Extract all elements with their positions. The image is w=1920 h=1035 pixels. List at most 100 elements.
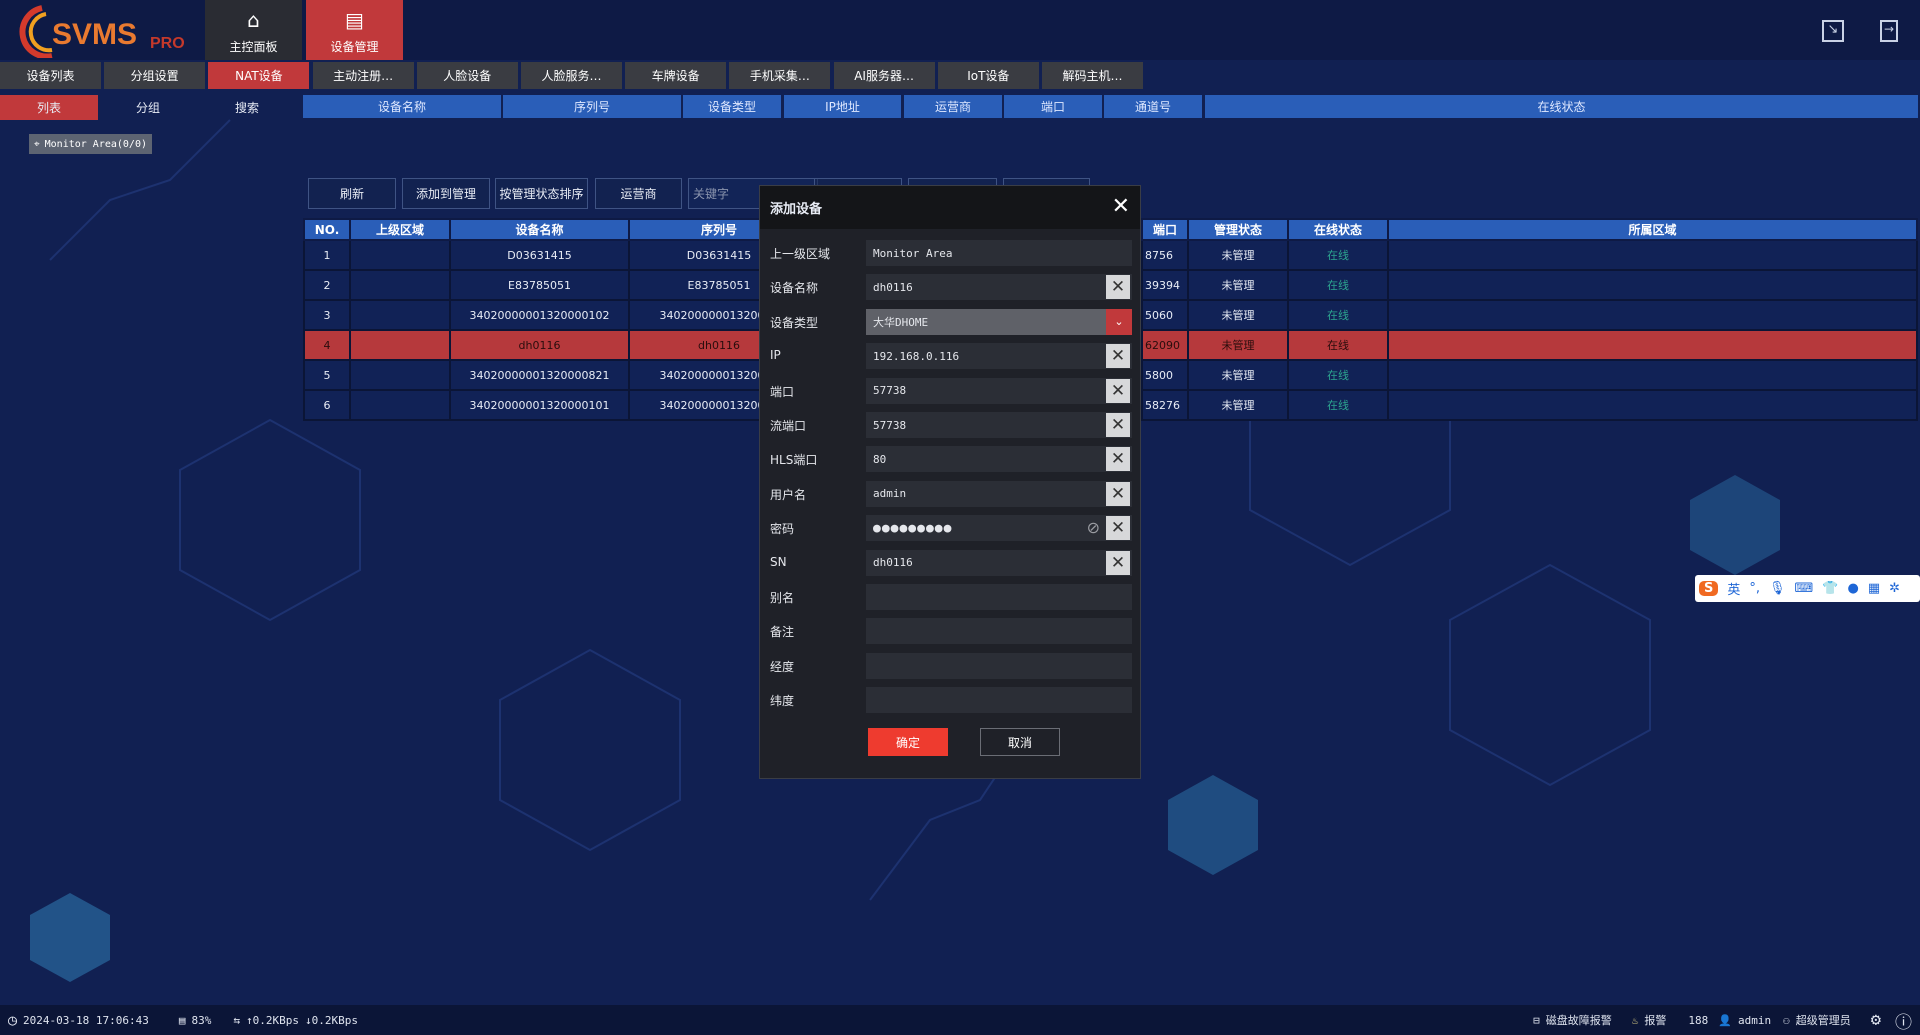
tree-item-monitor-area[interactable]: ⌖ Monitor Area(0/0): [29, 134, 152, 154]
carrier-button[interactable]: 运营商: [595, 178, 682, 209]
table-cell: [349, 389, 451, 421]
microphone-icon[interactable]: 🎙: [1769, 581, 1786, 596]
close-icon[interactable]: ✕: [1111, 194, 1130, 219]
device-type-select[interactable]: 大华DHOME: [866, 308, 1132, 335]
field-input[interactable]: 57738: [866, 412, 1132, 438]
field-input[interactable]: Monitor Area: [866, 240, 1132, 266]
filter-column-header[interactable]: 在线状态: [1205, 95, 1918, 118]
ime-toolbar[interactable]: S 英 °, 🎙 ⌨ 👕 ● ▦ ✲: [1695, 575, 1920, 602]
column-header[interactable]: 管理状态: [1187, 218, 1289, 241]
nav-tab[interactable]: AI服务器…: [833, 62, 935, 89]
refresh-button[interactable]: 刷新: [308, 178, 396, 209]
table-cell: 未管理: [1187, 239, 1289, 271]
nav-tab[interactable]: 手机采集…: [729, 62, 831, 89]
fullscreen-icon[interactable]: ↘: [1822, 20, 1844, 42]
nav-tab[interactable]: 设备列表: [0, 62, 101, 89]
logout-icon[interactable]: →: [1880, 20, 1898, 42]
svg-text:PRO: PRO: [150, 35, 185, 52]
home-icon: ⌂: [247, 8, 260, 32]
clear-icon[interactable]: ✕: [1106, 378, 1130, 403]
filter-column-header[interactable]: 端口: [1004, 95, 1102, 118]
nav-tab[interactable]: 分组设置: [104, 62, 206, 89]
clear-icon[interactable]: ✕: [1106, 275, 1130, 300]
alarm-link[interactable]: 报警: [1644, 1014, 1667, 1027]
table-cell: 34020000001320000821: [449, 359, 630, 391]
clear-icon[interactable]: ✕: [1106, 344, 1130, 369]
cpu-icon: ▤: [178, 1013, 186, 1027]
field-input[interactable]: [866, 618, 1132, 645]
skin-icon[interactable]: 👕: [1822, 581, 1839, 596]
table-cell: 1: [303, 239, 351, 271]
nav-tab[interactable]: IoT设备: [937, 62, 1039, 89]
field-label: 经度: [770, 659, 795, 674]
form-row: 备注: [770, 618, 1132, 645]
clear-icon[interactable]: ✕: [1106, 413, 1130, 437]
filter-column-header[interactable]: 设备类型: [683, 95, 781, 118]
field-input[interactable]: 57738: [866, 377, 1132, 404]
clear-icon[interactable]: ✕: [1106, 550, 1130, 575]
field-input[interactable]: [866, 687, 1132, 714]
nav-tab[interactable]: 主动注册…: [312, 62, 414, 89]
filter-column-header[interactable]: 序列号: [503, 95, 681, 118]
settings-icon[interactable]: ✲: [1889, 581, 1901, 596]
table-cell: 未管理: [1187, 359, 1289, 391]
field-input[interactable]: dh0116: [866, 549, 1132, 576]
clear-icon[interactable]: ✕: [1106, 481, 1130, 506]
left-tab[interactable]: 分组: [135, 101, 160, 115]
field-input[interactable]: [866, 652, 1132, 679]
field-input[interactable]: 80: [866, 446, 1132, 473]
column-header[interactable]: 所属区域: [1387, 218, 1918, 241]
confirm-button[interactable]: 确定: [868, 728, 948, 756]
form-row: 别名: [770, 584, 1132, 610]
filter-column-header[interactable]: 运营商: [904, 95, 1002, 118]
info-icon[interactable]: ⓘ: [1895, 1012, 1912, 1033]
tab-device-management[interactable]: ▤ 设备管理: [306, 0, 403, 60]
left-tab[interactable]: 搜索: [234, 101, 259, 115]
nav-tab[interactable]: NAT设备: [208, 62, 310, 89]
tab-dashboard[interactable]: ⌂ 主控面板: [205, 0, 302, 60]
field-input[interactable]: [866, 584, 1132, 610]
filter-column-header[interactable]: IP地址: [784, 95, 901, 118]
column-header[interactable]: NO.: [303, 218, 351, 241]
cancel-button[interactable]: 取消: [980, 728, 1060, 756]
assistant-icon[interactable]: ●: [1847, 581, 1859, 596]
nav-tab[interactable]: 人脸设备: [416, 62, 518, 89]
field-label: 备注: [770, 625, 795, 640]
field-input[interactable]: dh0116: [866, 274, 1132, 301]
form-row: 经度: [770, 652, 1132, 679]
column-header[interactable]: 设备名称: [449, 218, 630, 241]
table-cell: D03631415: [449, 239, 630, 271]
column-header[interactable]: 在线状态: [1287, 218, 1389, 241]
gear-icon[interactable]: ⚙: [1870, 1010, 1881, 1030]
nav-tab[interactable]: 解码主机…: [1042, 62, 1143, 89]
table-cell: [349, 239, 451, 271]
table-cell: 在线: [1287, 299, 1389, 331]
nav-tab[interactable]: 人脸服务…: [521, 62, 622, 89]
filter-column-header[interactable]: 通道号: [1104, 95, 1202, 118]
ime-language-toggle[interactable]: 英: [1727, 583, 1741, 598]
clear-icon[interactable]: ✕: [1106, 516, 1130, 541]
field-input[interactable]: ●●●●●●●●●: [866, 515, 1132, 542]
disk-alarm-link[interactable]: 磁盘故障报警: [1545, 1014, 1612, 1027]
table-cell: 未管理: [1187, 389, 1289, 421]
filter-column-header[interactable]: 设备名称: [303, 95, 501, 118]
status-bar: ◷ 2024-03-18 17:06:43 ▤ 83% ⇆ ↑0.2KBps ↓…: [0, 1005, 1920, 1035]
column-header[interactable]: 上级区域: [349, 218, 451, 241]
eye-off-icon[interactable]: ⊘: [1086, 518, 1100, 538]
table-cell: [1387, 329, 1918, 361]
field-input[interactable]: admin: [866, 480, 1132, 507]
keyboard-icon[interactable]: ⌨: [1794, 581, 1814, 596]
field-input[interactable]: 192.168.0.116: [866, 343, 1132, 370]
punctuation-icon[interactable]: °,: [1749, 581, 1761, 596]
add-to-manage-button[interactable]: 添加到管理: [402, 178, 490, 209]
toolbox-icon[interactable]: ▦: [1867, 581, 1881, 596]
nav-tab[interactable]: 车牌设备: [625, 62, 727, 89]
clear-icon[interactable]: ✕: [1106, 447, 1130, 472]
alarm-count: 188: [1688, 1013, 1709, 1027]
left-tab[interactable]: 列表: [0, 95, 98, 120]
column-header[interactable]: 端口: [1141, 218, 1189, 241]
sort-by-status-button[interactable]: 按管理状态排序: [495, 178, 588, 209]
form-row: HLS端口 80 ✕: [770, 446, 1132, 473]
map-pin-icon: ⌖: [34, 138, 40, 150]
chevron-down-icon[interactable]: ⌄: [1106, 308, 1132, 335]
